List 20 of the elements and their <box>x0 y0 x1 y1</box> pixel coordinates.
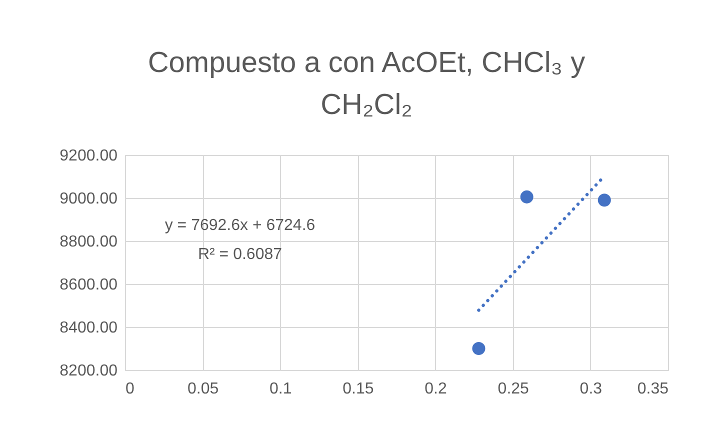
x-tick-label: 0 <box>126 380 134 398</box>
point <box>472 342 486 356</box>
x-tick-label: 0.3 <box>580 380 602 398</box>
x-tick-label: 0.2 <box>424 380 448 398</box>
y-tick-label: 8400.00 <box>60 320 118 336</box>
y-tick-label: 8600.00 <box>60 276 118 294</box>
y-tick-label: 9200.00 <box>60 148 118 164</box>
x-tick-label: 0.15 <box>342 380 374 398</box>
annotation: y = 7692.6x + 6724.6 <box>164 217 316 234</box>
chart-title: Compuesto a con AcOEt, CHCl₃ y CH₂Cl₂ <box>148 47 586 121</box>
x-tick-label: 0.25 <box>498 380 530 398</box>
y-tick-label: 8800.00 <box>60 234 118 250</box>
point <box>520 190 534 204</box>
y-tick-label: 8200.00 <box>60 362 118 380</box>
point <box>598 194 611 207</box>
annotation: R² = 0.6087 <box>198 246 282 263</box>
x-tick-label: 0.35 <box>637 380 669 398</box>
x-tick-label: 0.1 <box>270 380 292 398</box>
y-tick-label: 9000.00 <box>60 190 118 208</box>
x-tick-label: 0.05 <box>188 380 219 398</box>
